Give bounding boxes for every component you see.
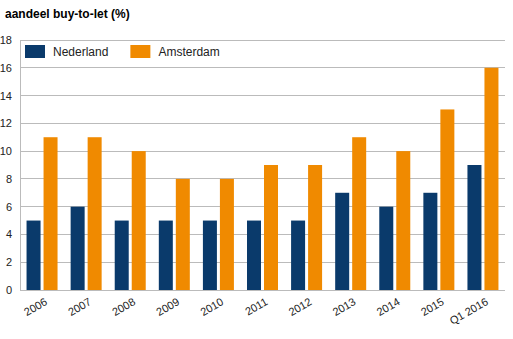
bar (335, 193, 349, 290)
legend: Nederland Amsterdam (25, 45, 220, 59)
bar (220, 179, 234, 290)
bar (44, 137, 58, 290)
bars (27, 68, 499, 290)
bar (291, 221, 305, 290)
x-tick-label: 2008 (110, 295, 137, 318)
grid-line (20, 40, 505, 41)
bar (379, 207, 393, 290)
x-tick-label: 2015 (419, 295, 446, 318)
bar (308, 165, 322, 290)
chart: aandeel buy-to-let (%) 0 2 4 6 8 10 12 14 16 18 200… (0, 0, 513, 339)
bar (440, 109, 454, 290)
legend-swatch (25, 45, 45, 58)
y-tick-label: 10 (0, 145, 12, 157)
bar (115, 221, 129, 290)
bar (159, 221, 173, 290)
bar (176, 179, 190, 290)
y-axis (20, 40, 21, 290)
bar (27, 221, 41, 290)
legend-swatch (130, 45, 150, 58)
bar (423, 193, 437, 290)
bar (247, 221, 261, 290)
x-tick-label: 2009 (154, 295, 181, 318)
legend-label: Nederland (53, 45, 108, 59)
bar (71, 207, 85, 290)
title: aandeel buy-to-let (%) (5, 7, 130, 21)
x-tick-label: Q1 2016 (447, 295, 490, 326)
bar (203, 221, 217, 290)
grid-line (20, 95, 505, 96)
bar (264, 165, 278, 290)
y-tick-label: 8 (6, 173, 12, 185)
y-tick-label: 16 (0, 62, 12, 74)
grid-line (20, 67, 505, 68)
bar (484, 68, 498, 290)
bar (132, 151, 146, 290)
x-tick-label: 2006 (22, 295, 49, 318)
bar (352, 137, 366, 290)
x-tick-label: 2012 (286, 295, 313, 318)
bar (88, 137, 102, 290)
legend-label: Amsterdam (158, 45, 219, 59)
grid-line (20, 123, 505, 124)
y-tick-label: 18 (0, 34, 12, 46)
y-tick-label: 12 (0, 117, 12, 129)
x-tick-label: 2013 (330, 295, 357, 318)
x-tick-label: 2014 (375, 295, 402, 318)
y-tick-label: 4 (6, 228, 12, 240)
y-tick-label: 2 (6, 256, 12, 268)
x-tick-label: 2011 (243, 295, 269, 317)
bar (467, 165, 481, 290)
y-tick-label: 6 (6, 201, 12, 213)
x-tick-label: 2010 (198, 295, 225, 318)
y-tick-label: 14 (0, 90, 12, 102)
y-tick-label: 0 (6, 284, 12, 296)
bar (396, 151, 410, 290)
grid (20, 40, 505, 290)
x-tick-label: 2007 (66, 295, 93, 318)
